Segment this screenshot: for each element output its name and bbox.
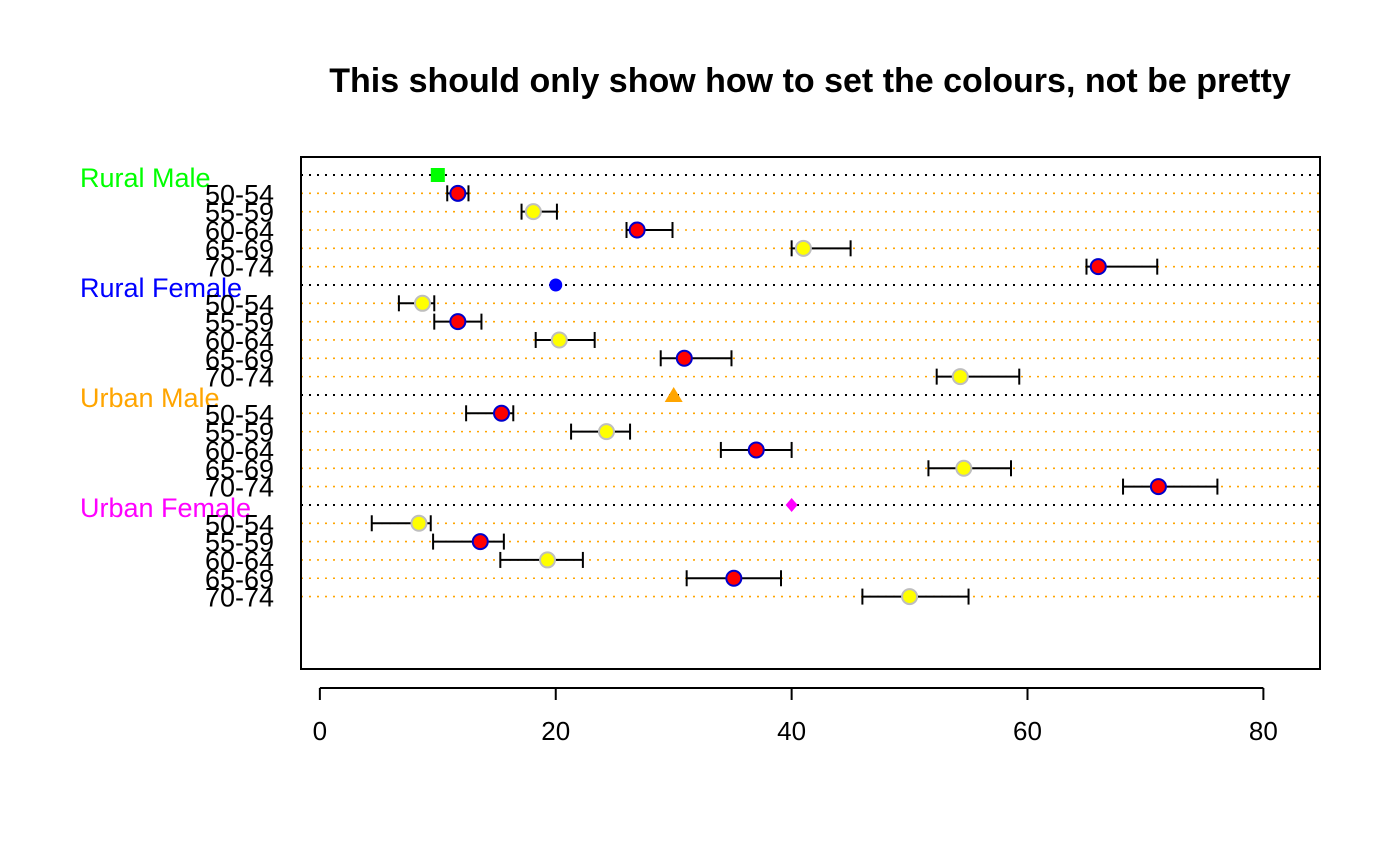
group-label: Urban Male <box>80 383 220 413</box>
data-point <box>955 459 973 477</box>
data-point <box>449 313 467 331</box>
x-tick-label: 40 <box>777 716 806 746</box>
data-point <box>1089 258 1107 276</box>
row-label: 60-64 <box>205 436 274 466</box>
x-tick-label: 80 <box>1249 716 1278 746</box>
data-point <box>794 239 812 257</box>
data-point <box>413 294 431 312</box>
data-point <box>901 588 919 606</box>
data-point <box>951 368 969 386</box>
row-label: 70-74 <box>205 583 274 613</box>
row-label: 70-74 <box>205 253 274 283</box>
data-point <box>550 331 568 349</box>
row-label: 55-59 <box>205 308 274 338</box>
data-point <box>597 423 615 441</box>
group-label: Rural Female <box>80 273 242 303</box>
row-label: 65-69 <box>205 344 274 374</box>
x-tick-label: 20 <box>541 716 570 746</box>
row-label: 70-74 <box>205 363 274 393</box>
data-point <box>747 441 765 459</box>
group-label: Urban Female <box>80 493 251 523</box>
data-point <box>471 533 489 551</box>
row-label: 65-69 <box>205 564 274 594</box>
row-label: 60-64 <box>205 546 274 576</box>
row-label: 60-64 <box>205 216 274 246</box>
row-label: 55-59 <box>205 418 274 448</box>
row-label: 50-54 <box>205 289 274 319</box>
row-label: 55-59 <box>205 528 274 558</box>
x-tick-label: 0 <box>313 716 327 746</box>
row-label: 55-59 <box>205 198 274 228</box>
x-axis: 0 20 40 60 80 <box>313 687 1278 746</box>
data-point <box>492 404 510 422</box>
group-label: Rural Male <box>80 163 211 193</box>
row-label: 70-74 <box>205 473 274 503</box>
data-point <box>1149 478 1167 496</box>
row-label: 65-69 <box>205 234 274 264</box>
row-label: 65-69 <box>205 454 274 484</box>
data-point <box>675 349 693 367</box>
group-marker-diamond <box>785 497 798 512</box>
row-label: 60-64 <box>205 326 274 356</box>
plot-frame <box>300 156 1321 670</box>
row-label: 50-54 <box>205 179 274 209</box>
data-point <box>410 514 428 532</box>
row-label: 50-54 <box>205 509 274 539</box>
group-marker-triangle <box>664 386 683 402</box>
data-point <box>725 569 743 587</box>
data-point <box>449 184 467 202</box>
data-point <box>538 551 556 569</box>
group-marker-circle <box>549 278 563 292</box>
group-marker-square <box>430 168 445 182</box>
data-point <box>628 221 646 239</box>
x-tick-label: 60 <box>1013 716 1042 746</box>
chart-title: This should only show how to set the col… <box>329 62 1291 100</box>
row-label: 50-54 <box>205 399 274 429</box>
data-point <box>524 203 542 221</box>
plot-area: Rural Male50-5455-5960-6465-6970-74Rural… <box>80 163 1320 613</box>
